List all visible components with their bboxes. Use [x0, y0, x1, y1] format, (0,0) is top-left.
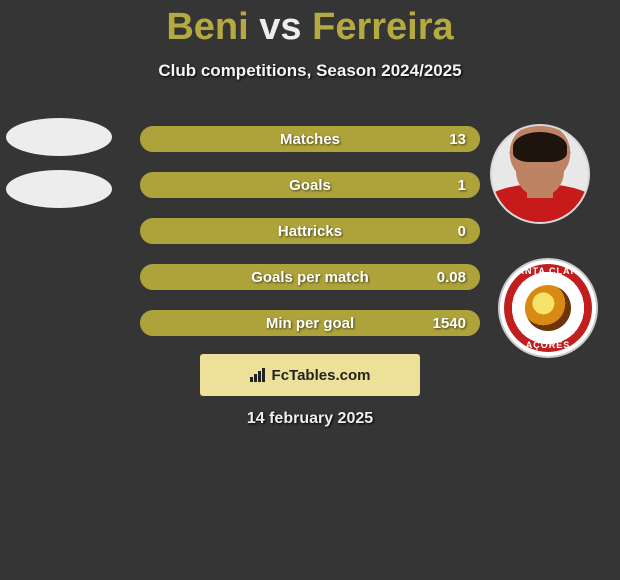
stat-row: Matches 13 — [138, 124, 482, 154]
stat-value: 1540 — [433, 315, 466, 332]
vs-separator: vs — [259, 6, 301, 48]
stat-row: Goals per match 0.08 — [138, 262, 482, 292]
stats-list: Matches 13 Goals 1 Hattricks 0 Goals per… — [138, 124, 482, 354]
player1-name: Beni — [166, 6, 248, 48]
stat-value: 13 — [449, 131, 466, 148]
player1-avatar-placeholder — [6, 118, 112, 208]
stat-label: Matches — [156, 131, 464, 148]
player2-name: Ferreira — [312, 6, 454, 48]
stat-value: 0.08 — [437, 269, 466, 286]
comparison-title: Beni vs Ferreira — [0, 0, 620, 49]
stat-label: Goals — [156, 177, 464, 194]
placeholder-ellipse — [6, 118, 112, 156]
crest-text-top: SANTA CLARA — [500, 266, 596, 276]
club-crest: SANTA CLARA AÇORES — [498, 258, 598, 358]
stat-row: Hattricks 0 — [138, 216, 482, 246]
date-stamp: 14 february 2025 — [0, 410, 620, 428]
crest-eagle-icon — [525, 285, 571, 331]
subtitle: Club competitions, Season 2024/2025 — [0, 61, 620, 81]
stat-value: 1 — [458, 177, 466, 194]
avatar-hair — [513, 132, 567, 162]
stat-label: Goals per match — [156, 269, 464, 286]
stat-value: 0 — [458, 223, 466, 240]
stat-row: Min per goal 1540 — [138, 308, 482, 338]
player2-avatar — [490, 124, 590, 224]
watermark-text: FcTables.com — [272, 367, 371, 384]
watermark: FcTables.com — [200, 354, 420, 396]
placeholder-ellipse — [6, 170, 112, 208]
stat-label: Hattricks — [156, 223, 464, 240]
stat-label: Min per goal — [156, 315, 464, 332]
bar-chart-icon — [250, 368, 266, 382]
crest-text-bottom: AÇORES — [500, 340, 596, 350]
stat-row: Goals 1 — [138, 170, 482, 200]
